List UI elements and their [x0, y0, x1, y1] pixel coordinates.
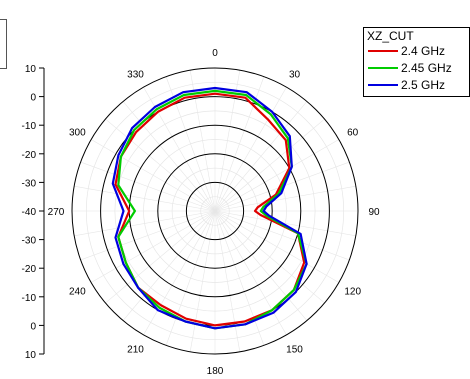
angle-label: 120: [344, 287, 361, 298]
radial-tick-label: -30: [22, 236, 37, 247]
minor-grid-spoke: [105, 210, 216, 304]
series-group: [111, 86, 308, 330]
minor-grid-spoke: [214, 210, 325, 304]
grid-circle: [185, 181, 245, 241]
minor-grid-spoke: [214, 118, 325, 212]
minor-grid-spoke: [122, 210, 216, 321]
minor-grid-spoke: [143, 210, 216, 335]
angle-label: 270: [48, 207, 65, 218]
minor-grid-spoke: [74, 185, 216, 212]
radial-tick-label: -20: [22, 150, 37, 161]
minor-grid-spoke: [80, 210, 216, 261]
minor-grid-spoke: [214, 210, 350, 261]
angle-label: 300: [69, 128, 86, 139]
minor-grid-spoke: [214, 139, 339, 212]
minor-grid-spoke: [214, 101, 308, 212]
angle-label: 240: [69, 287, 86, 298]
minor-grid-spoke: [214, 210, 308, 321]
minor-grid-spoke: [214, 210, 265, 346]
legend-swatch: [368, 67, 398, 69]
legend-swatch: [368, 50, 398, 52]
legend-title: XZ_CUT: [367, 29, 414, 43]
series-line-2: [111, 86, 308, 330]
angle-label: 30: [289, 69, 301, 80]
minor-grid-spoke: [214, 210, 339, 283]
minor-grid-spoke: [105, 118, 216, 212]
minor-grid-spoke: [74, 210, 216, 237]
minor-grid-spoke: [80, 161, 216, 212]
angle-label: 330: [127, 69, 144, 80]
clipped-frame: [0, 19, 7, 69]
minor-grid-spoke: [165, 210, 216, 346]
angle-label: 90: [368, 207, 380, 218]
angle-label: 60: [347, 128, 359, 139]
minor-grid-spoke: [189, 210, 216, 352]
minor-grid-spoke: [214, 87, 287, 212]
radial-tick-label: -30: [22, 178, 37, 189]
grid-circle: [157, 153, 273, 269]
polar-grid: [71, 67, 359, 355]
radial-tick-label: 0: [30, 93, 36, 104]
radial-tick-label: -20: [22, 264, 37, 275]
minor-grid-spoke: [91, 139, 216, 212]
angle-label: 150: [286, 345, 303, 356]
radial-tick-label: -10: [22, 293, 37, 304]
minor-grid-spoke: [122, 101, 216, 212]
minor-grid-spoke: [91, 210, 216, 283]
radial-tick-label: -10: [22, 121, 37, 132]
legend: XZ_CUT 2.4 GHz 2.45 GHz 2.5 GHz: [363, 27, 470, 97]
angle-label: 180: [207, 366, 224, 377]
radial-tick-label: 0: [30, 321, 36, 332]
radial-tick-label: 10: [25, 350, 37, 361]
minor-grid-spoke: [214, 210, 241, 352]
minor-grid-spoke: [214, 210, 356, 237]
angle-label: 0: [212, 48, 218, 59]
legend-label: 2.4 GHz: [401, 44, 446, 58]
radial-tick-label: -40: [22, 207, 37, 218]
angle-label: 210: [127, 345, 144, 356]
legend-swatch: [368, 84, 398, 86]
tick-labels: 0 30 60 90 120 150 180 210 240 270 300 330 10 0 -10 -20…: [22, 48, 380, 377]
minor-grid-spoke: [214, 185, 356, 212]
minor-grid-spoke: [214, 210, 287, 335]
legend-label: 2.5 GHz: [401, 78, 446, 92]
legend-label: 2.45 GHz: [401, 61, 452, 75]
grid-circle: [71, 67, 359, 355]
radial-tick-label: 10: [25, 64, 37, 75]
